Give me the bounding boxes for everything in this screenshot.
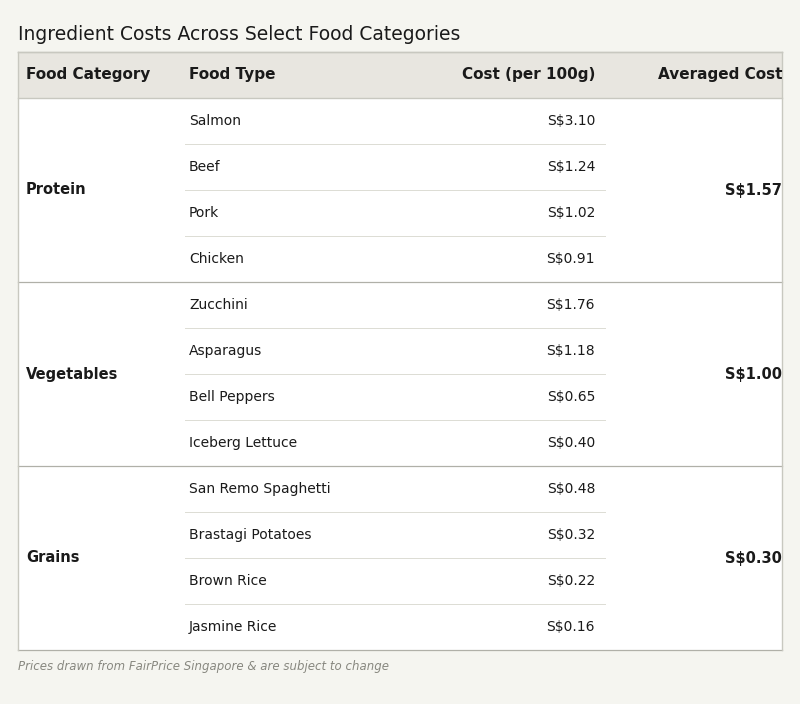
Text: S$1.76: S$1.76 <box>546 298 595 312</box>
Text: S$1.00: S$1.00 <box>725 367 782 382</box>
Text: Ingredient Costs Across Select Food Categories: Ingredient Costs Across Select Food Cate… <box>18 25 460 44</box>
Text: Prices drawn from FairPrice Singapore & are subject to change: Prices drawn from FairPrice Singapore & … <box>18 660 389 673</box>
Text: Zucchini: Zucchini <box>189 298 248 312</box>
Bar <box>18 52 782 650</box>
Text: Iceberg Lettuce: Iceberg Lettuce <box>189 436 297 450</box>
Text: S$0.22: S$0.22 <box>546 574 595 588</box>
Text: S$3.10: S$3.10 <box>546 114 595 128</box>
Text: Grains: Grains <box>26 551 79 565</box>
Text: S$0.40: S$0.40 <box>546 436 595 450</box>
Text: Salmon: Salmon <box>189 114 241 128</box>
Text: San Remo Spaghetti: San Remo Spaghetti <box>189 482 330 496</box>
Text: S$1.18: S$1.18 <box>546 344 595 358</box>
Text: Averaged Cost: Averaged Cost <box>658 68 782 82</box>
Text: Vegetables: Vegetables <box>26 367 118 382</box>
Text: S$0.48: S$0.48 <box>546 482 595 496</box>
Text: Brastagi Potatoes: Brastagi Potatoes <box>189 528 311 542</box>
Text: Jasmine Rice: Jasmine Rice <box>189 620 278 634</box>
Text: Pork: Pork <box>189 206 219 220</box>
Text: S$0.32: S$0.32 <box>546 528 595 542</box>
Bar <box>18 52 782 98</box>
Text: Cost (per 100g): Cost (per 100g) <box>462 68 595 82</box>
Text: Food Category: Food Category <box>26 68 150 82</box>
Text: S$0.65: S$0.65 <box>546 390 595 404</box>
Text: S$1.02: S$1.02 <box>546 206 595 220</box>
Text: Brown Rice: Brown Rice <box>189 574 266 588</box>
Text: Bell Peppers: Bell Peppers <box>189 390 274 404</box>
Text: S$0.30: S$0.30 <box>725 551 782 565</box>
Text: S$0.91: S$0.91 <box>546 252 595 266</box>
Text: Chicken: Chicken <box>189 252 244 266</box>
Text: S$1.57: S$1.57 <box>725 182 782 198</box>
Text: Asparagus: Asparagus <box>189 344 262 358</box>
Text: Protein: Protein <box>26 182 86 198</box>
Text: Food Type: Food Type <box>189 68 275 82</box>
Text: S$1.24: S$1.24 <box>546 160 595 174</box>
Text: S$0.16: S$0.16 <box>546 620 595 634</box>
Text: Beef: Beef <box>189 160 221 174</box>
